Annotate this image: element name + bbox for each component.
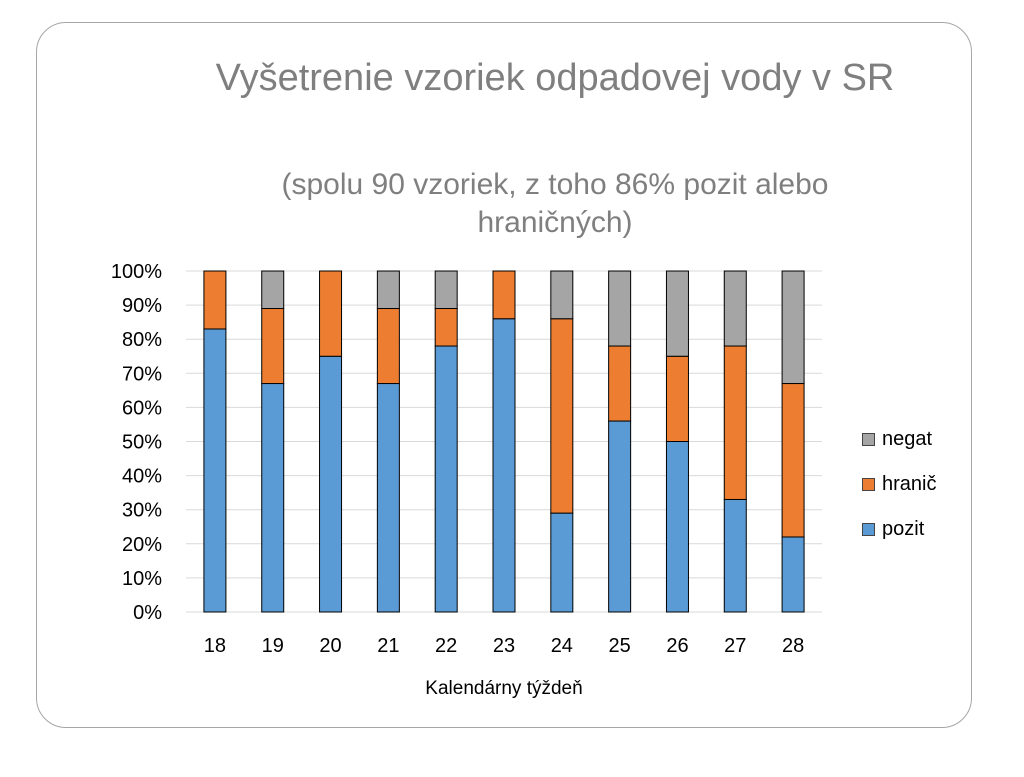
- bar-segment: [319, 355, 343, 613]
- legend-label-pozit: pozit: [882, 518, 925, 540]
- x-axis-label: Kalendárny týždeň: [425, 678, 582, 699]
- y-tick-label: 40%: [122, 466, 162, 488]
- y-tick-label: 50%: [122, 432, 162, 454]
- bar-segment: [723, 345, 747, 500]
- y-tick-label: 80%: [122, 329, 162, 351]
- x-tick-label: 22: [435, 635, 457, 657]
- bar-segment: [550, 270, 574, 320]
- x-tick-label: 28: [782, 635, 804, 657]
- x-tick-label: 24: [551, 635, 573, 657]
- bar-segment: [492, 270, 516, 320]
- chart-subtitle: (spolu 90 vzoriek, z toho 86% pozit aleb…: [281, 168, 829, 239]
- legend-swatch-hranic: [862, 478, 875, 491]
- bar-segment: [376, 308, 400, 385]
- x-tick-label: 19: [262, 635, 284, 657]
- bar-segment: [203, 270, 227, 330]
- bar-segment: [608, 420, 632, 613]
- legend-label-negat: negat: [882, 428, 933, 450]
- legend-swatch-pozit: [862, 523, 875, 536]
- legend-item-hranic: hranič: [862, 473, 936, 496]
- bar-segment: [723, 270, 747, 347]
- bar-segment: [665, 355, 689, 442]
- bar-segment: [665, 270, 689, 357]
- bar-segment: [781, 383, 805, 538]
- x-tick-label: 23: [493, 635, 515, 657]
- bar-segment: [492, 318, 516, 613]
- bar-segment: [550, 318, 574, 514]
- x-tick-label: 26: [666, 635, 688, 657]
- x-tick-label: 18: [204, 635, 226, 657]
- y-tick-label: 10%: [122, 568, 162, 590]
- legend-label-hranic: hranič: [882, 473, 937, 495]
- bar-segment: [608, 345, 632, 422]
- bar-segment: [376, 383, 400, 613]
- y-tick-label: 90%: [122, 295, 162, 317]
- y-tick-label: 60%: [122, 397, 162, 419]
- legend-swatch-negat: [862, 433, 875, 446]
- bar-segment: [434, 270, 458, 310]
- y-tick-label: 70%: [122, 363, 162, 385]
- y-tick-label: 20%: [122, 534, 162, 556]
- bar-segment: [434, 308, 458, 347]
- bar-segment: [608, 270, 632, 347]
- bar-segment: [203, 328, 227, 613]
- legend-item-pozit: pozit: [862, 518, 936, 541]
- chart-legend: negat hranič pozit: [862, 428, 936, 563]
- bar-segment: [781, 270, 805, 385]
- bar-segment: [434, 345, 458, 613]
- bar-segment: [319, 270, 343, 357]
- y-tick-label: 100%: [111, 261, 162, 283]
- bar-segment: [261, 308, 285, 385]
- bar-segment: [550, 512, 574, 613]
- bar-segment: [781, 536, 805, 613]
- bar-segment: [665, 441, 689, 613]
- x-tick-label: 25: [609, 635, 631, 657]
- y-tick-label: 0%: [133, 602, 162, 624]
- bar-segment: [261, 383, 285, 613]
- y-tick-label: 30%: [122, 500, 162, 522]
- bar-segment: [376, 270, 400, 310]
- bar-segment: [261, 270, 285, 310]
- chart-title: Vyšetrenie vzoriek odpadovej vody v SR: [215, 57, 895, 99]
- x-tick-label: 27: [724, 635, 746, 657]
- legend-item-negat: negat: [862, 428, 936, 451]
- x-tick-label: 21: [377, 635, 399, 657]
- x-tick-label: 20: [319, 635, 341, 657]
- bar-segment: [723, 498, 747, 613]
